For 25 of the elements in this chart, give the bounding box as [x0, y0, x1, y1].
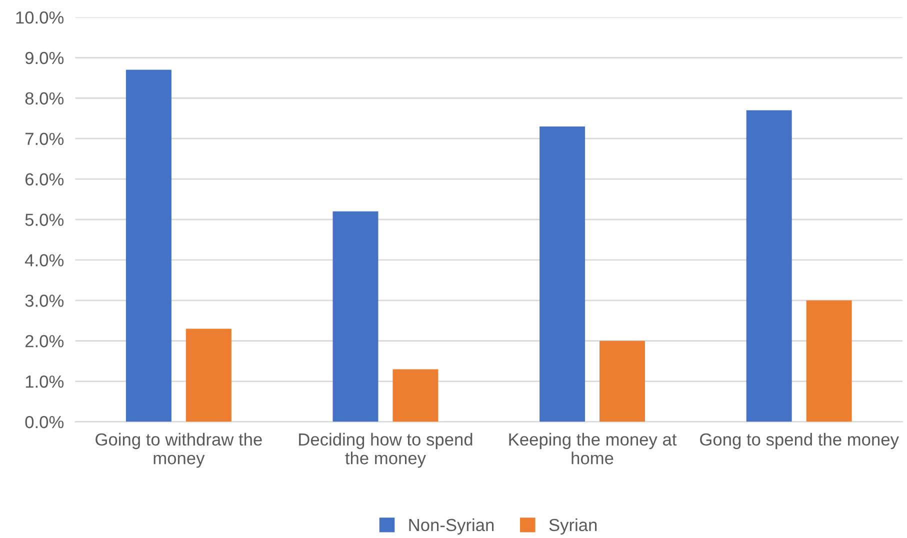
bar [126, 70, 172, 422]
bar [186, 328, 232, 422]
bar [392, 369, 438, 422]
y-tick-label: 0.0% [25, 416, 64, 428]
y-tick-label: 2.0% [25, 335, 64, 348]
y-tick-label: 1.0% [26, 376, 64, 388]
x-tick-label: Deciding how to spend the money [299, 432, 472, 468]
y-tick-label: 6.0% [25, 173, 64, 186]
y-tick-label: 3.0% [25, 294, 64, 307]
legend-label: Non-Syrian [409, 518, 494, 535]
x-tick-label: Gong to spend the money [700, 432, 899, 450]
y-tick-label: 4.0% [25, 254, 64, 266]
bar [600, 340, 646, 422]
y-tick-label: 10.0% [16, 11, 64, 24]
legend-label: Syrian [549, 518, 597, 535]
y-tick-label: 5.0% [25, 214, 64, 226]
y-tick-label: 7.0% [25, 132, 64, 146]
y-tick-label: 9.0% [25, 52, 64, 64]
x-tick-label: Going to withdraw the money [96, 432, 262, 468]
y-tick-label: 8.0% [25, 92, 64, 105]
bar [540, 126, 586, 422]
bar [806, 300, 852, 422]
x-tick-label: Keeping the money at home [509, 432, 677, 464]
bar [746, 110, 792, 422]
bar [332, 211, 378, 422]
